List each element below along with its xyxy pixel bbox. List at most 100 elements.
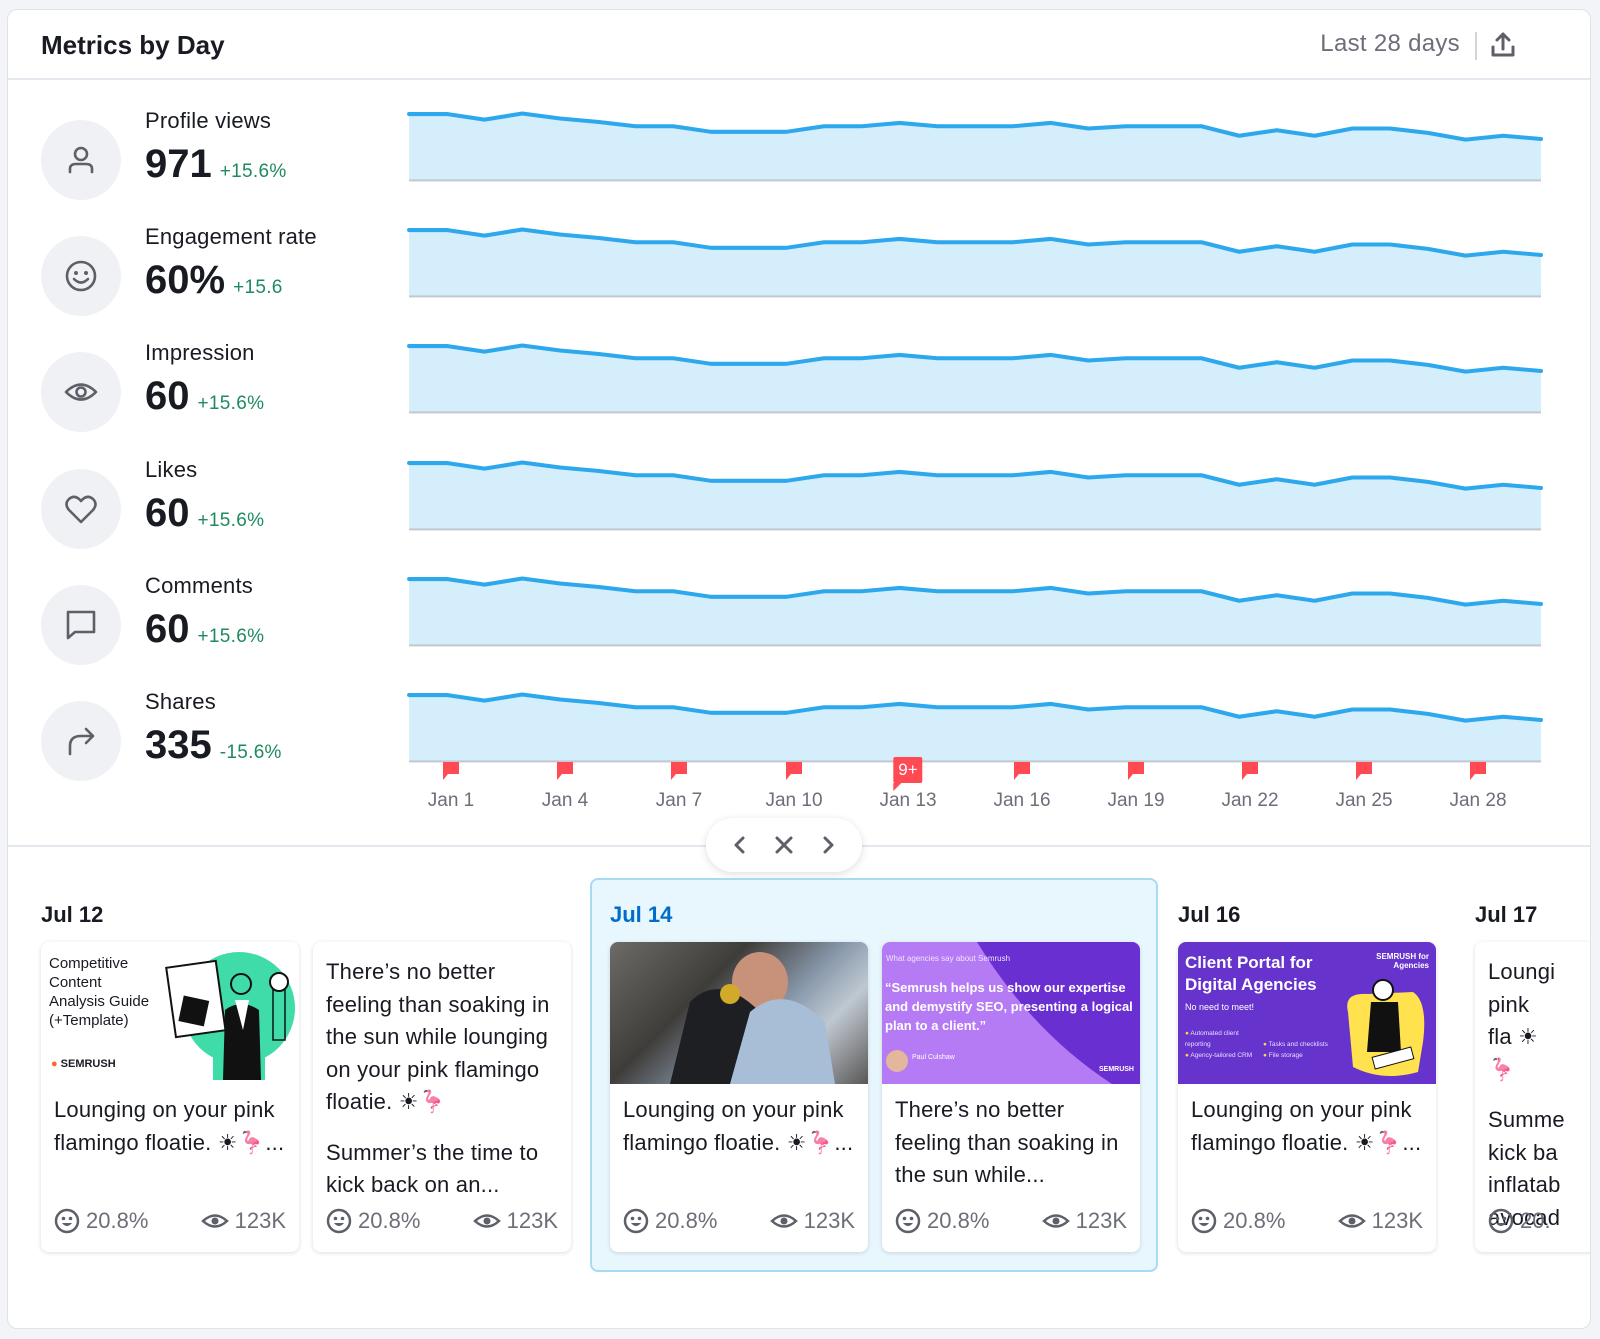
- views-value: 123K: [234, 1208, 286, 1233]
- semrush-logo: ● SEMRUSH: [51, 1058, 116, 1070]
- metric-icon-circle: [41, 469, 121, 549]
- views-value: 123K: [506, 1208, 558, 1233]
- post-text: Lounging on your pink flamingo floatie. …: [1191, 1094, 1423, 1159]
- illustration-image: [165, 952, 295, 1080]
- metric-number: 335: [145, 723, 212, 767]
- engagement-stat: 20.8%: [54, 1208, 148, 1234]
- chevron-left-icon: [734, 836, 745, 854]
- post-card[interactable]: What agencies say about Semrush “Semrush…: [882, 942, 1140, 1252]
- post-flag[interactable]: [671, 762, 687, 785]
- engagement-value: 20.: [1520, 1208, 1551, 1233]
- post-thumbnail: Client Portal for Digital Agencies SEMRU…: [1178, 942, 1436, 1084]
- header-divider: [1475, 32, 1477, 60]
- day-title: Jul 14: [610, 902, 673, 927]
- engagement-stat: 20.: [1488, 1208, 1551, 1234]
- metric-label: Comments: [145, 573, 253, 598]
- day-title: Jul 17: [1475, 902, 1538, 927]
- next-button[interactable]: [813, 830, 843, 860]
- sparkline-chart[interactable]: [401, 683, 1544, 763]
- views-stat: 123K: [472, 1208, 558, 1234]
- share-arrow-icon: [68, 727, 95, 756]
- background-shape: [977, 942, 1140, 1084]
- post-count-flag[interactable]: 9+: [893, 757, 923, 791]
- metric-row-impression: Impression 60 +15.6%: [8, 340, 1590, 468]
- x-axis: Jan 1 Jan 4 Jan 7 Jan 10 Jan 13 Jan 16 Jan 19 J…: [401, 790, 1541, 830]
- metric-label: Impression: [145, 340, 255, 365]
- close-icon: [775, 836, 793, 854]
- thumbnail-subtitle: No need to meet!: [1185, 1002, 1255, 1012]
- eye-icon: [1041, 1214, 1070, 1228]
- metric-label: Likes: [145, 457, 198, 482]
- semrush-logo: SEMRUSH: [1098, 1066, 1134, 1073]
- post-flag[interactable]: [443, 762, 459, 785]
- post-caption: Lounging on your pink flamingo floatie. …: [54, 1097, 285, 1155]
- post-text: Lounging on your pink flamingo floatie. …: [54, 1094, 286, 1159]
- flag-icon: [1014, 762, 1030, 780]
- views-value: 123K: [1371, 1208, 1423, 1233]
- metric-number: 971: [145, 142, 212, 186]
- metric-value: 335 -15.6%: [145, 723, 282, 768]
- engagement-stat: 20.8%: [326, 1208, 420, 1234]
- flag-icon: [1356, 762, 1372, 780]
- feature-item: ● Tasks and checklists: [1263, 1041, 1328, 1048]
- day-column-jul-14[interactable]: Jul 14 Lounging on your pink flamingo fl…: [590, 878, 1158, 1272]
- sparkline-chart[interactable]: [401, 334, 1544, 414]
- post-card[interactable]: Client Portal for Digital Agencies SEMRU…: [1178, 942, 1436, 1252]
- chevron-right-icon: [823, 836, 834, 854]
- metric-icon-circle: [41, 701, 121, 781]
- close-button[interactable]: [769, 830, 799, 860]
- flag-icon: [671, 762, 687, 780]
- sparkline-chart[interactable]: [401, 102, 1544, 182]
- views-stat: 123K: [1337, 1208, 1423, 1234]
- engagement-stat: 20.8%: [1191, 1208, 1285, 1234]
- metric-icon-circle: [41, 352, 121, 432]
- post-card[interactable]: Competitive Content Analysis Guide (+Tem…: [41, 942, 299, 1252]
- comment-icon: [66, 610, 96, 640]
- x-axis-label: Jan 13: [879, 790, 937, 811]
- post-flag[interactable]: [1356, 762, 1372, 785]
- thumbnail-title: Competitive Content Analysis Guide (+Tem…: [49, 955, 150, 1029]
- sparkline-chart[interactable]: [401, 567, 1544, 647]
- metric-icon-circle: [41, 120, 121, 200]
- post-flag[interactable]: [1014, 762, 1030, 785]
- feature-item: ● Automated client reporting: [1185, 1030, 1239, 1048]
- post-flag[interactable]: [1470, 762, 1486, 785]
- export-button[interactable]: [1486, 28, 1520, 62]
- post-flag[interactable]: [1128, 762, 1144, 785]
- post-stats: 20.8% 123K: [54, 1208, 286, 1238]
- eye-icon: [64, 383, 98, 401]
- post-card[interactable]: Lounging on your pink flamingo floatie. …: [610, 942, 868, 1252]
- post-thumbnail: Competitive Content Analysis Guide (+Tem…: [41, 942, 299, 1084]
- metric-label: Shares: [145, 689, 216, 714]
- post-card[interactable]: Loungi pink fla ☀🦩 Summe kick ba inflata…: [1475, 942, 1590, 1252]
- post-card[interactable]: There’s no better feeling than soaking i…: [313, 942, 571, 1252]
- x-axis-label: Jan 22: [1221, 790, 1279, 811]
- sparkline-chart[interactable]: [401, 218, 1544, 298]
- sparkline-chart[interactable]: [401, 451, 1544, 531]
- post-flag[interactable]: [557, 762, 573, 785]
- post-flag[interactable]: [1242, 762, 1258, 785]
- smiley-icon: [65, 260, 97, 292]
- day-title: Jul 12: [41, 902, 104, 927]
- eye-icon: [1337, 1214, 1366, 1228]
- smiley-icon: [326, 1208, 352, 1234]
- post-stats: 20.8% 123K: [623, 1208, 855, 1238]
- post-stats: 20.8% 123K: [895, 1208, 1127, 1238]
- metric-row-profile-views: Profile views 971 +15.6%: [8, 108, 1590, 236]
- eye-icon: [200, 1214, 229, 1228]
- smiley-icon: [895, 1208, 921, 1234]
- views-value: 123K: [1075, 1208, 1127, 1233]
- metric-value: 971 +15.6%: [145, 142, 287, 187]
- engagement-stat: 20.8%: [895, 1208, 989, 1234]
- metric-row-engagement-rate: Engagement rate 60% +15.6: [8, 224, 1590, 352]
- previous-button[interactable]: [725, 830, 755, 860]
- post-flag[interactable]: [786, 762, 802, 785]
- metric-label: Engagement rate: [145, 224, 317, 249]
- date-range-selector[interactable]: Last 28 days: [1320, 30, 1460, 57]
- post-text: There’s no better feeling than soaking i…: [326, 956, 558, 1202]
- panel-header: Metrics by Day Last 28 days: [8, 10, 1590, 80]
- x-axis-label: Jan 7: [655, 790, 703, 811]
- semrush-logo: SEMRUSH for Agencies: [1376, 952, 1429, 970]
- metrics-by-day-panel: Metrics by Day Last 28 days Profile view…: [7, 9, 1591, 1329]
- flag-icon: [786, 762, 802, 780]
